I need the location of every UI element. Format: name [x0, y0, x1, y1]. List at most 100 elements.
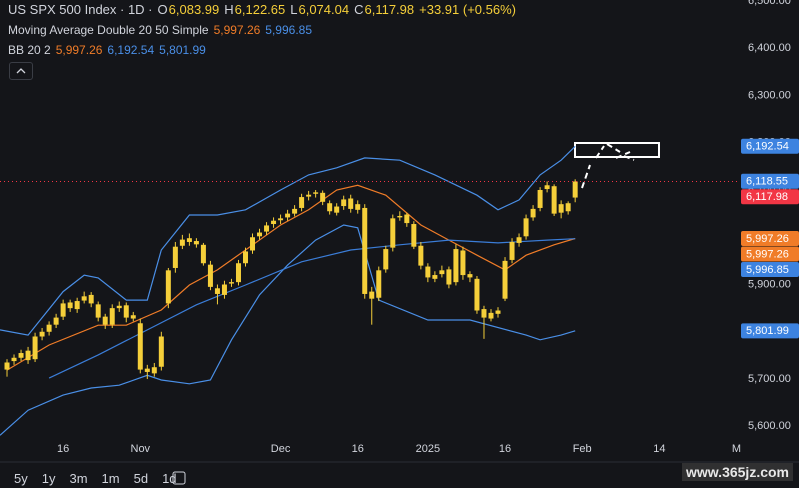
indicator-value: 5,996.85 — [265, 23, 313, 37]
ma-row: Moving Average Double 20 50 Simple 5,997.… — [8, 23, 312, 37]
ohlc-key: L — [290, 2, 298, 17]
price-label-box — [741, 323, 799, 339]
price-label: 6,117.98 — [746, 191, 788, 203]
calendar-icon[interactable] — [172, 471, 186, 485]
candle-body — [327, 203, 333, 212]
candle-body — [411, 224, 417, 247]
change: +33.91 (+0.56%) — [419, 2, 516, 17]
candle-body — [523, 218, 529, 237]
price-label: 6,118.55 — [746, 176, 788, 188]
range-button[interactable]: 5d — [133, 471, 149, 486]
candle-body — [165, 270, 171, 304]
candle-body — [334, 206, 340, 213]
candle-body — [537, 189, 543, 208]
candle-body — [530, 208, 536, 218]
candle-body — [116, 305, 122, 309]
candle-body — [221, 284, 227, 295]
candle-body — [60, 303, 66, 317]
range-button[interactable]: 1d — [162, 471, 177, 486]
ohlc-value: 6,074.04 — [298, 2, 350, 17]
candle-body — [320, 192, 326, 202]
bb-row: BB 20 2 5,997.26 6,192.54 5,801.99 — [8, 43, 206, 57]
candle-body — [474, 278, 480, 311]
candle-body — [376, 270, 382, 298]
symbol-row: US SPX 500 Index · 1D · O 6,083.99 H 6,122.6… — [8, 2, 516, 17]
candle-body — [109, 308, 115, 325]
collapse-button[interactable] — [9, 62, 33, 80]
candle-body — [207, 264, 213, 287]
candle-body — [200, 244, 206, 264]
y-tick-label: 6,300.00 — [748, 89, 791, 101]
candle-body — [432, 275, 438, 279]
candle-body — [313, 192, 319, 194]
candle-body — [32, 336, 38, 360]
candle-body — [11, 357, 17, 362]
candle-body — [516, 237, 522, 243]
candle-body — [355, 204, 361, 210]
ohlc-value: 6,083.99 — [168, 2, 220, 17]
candle-body — [397, 215, 403, 218]
candle-body — [95, 304, 101, 318]
candle-body — [453, 249, 459, 283]
candle-body — [488, 312, 494, 319]
candle-body — [193, 241, 199, 245]
chevron — [16, 68, 26, 74]
candle-body — [572, 181, 578, 198]
range-button[interactable]: 1m — [101, 471, 120, 486]
candle-body — [250, 237, 256, 251]
price-label: 5,996.85 — [746, 264, 789, 276]
candle-body — [348, 198, 354, 209]
candle-body — [446, 269, 452, 285]
ohlc-key: O — [157, 2, 168, 17]
x-tick-label: Dec — [271, 443, 291, 455]
x-tick-label: 14 — [653, 443, 665, 455]
candle-body — [292, 208, 298, 214]
range-bar: 5y 1y 3m 1m 5d 1d — [14, 471, 177, 486]
candle-body — [81, 296, 87, 301]
ohlc-value: 6,122.65 — [234, 2, 286, 17]
candle-body — [383, 249, 389, 270]
candle-body — [439, 270, 445, 275]
candle-body — [306, 194, 312, 197]
range-button[interactable]: 5y — [14, 471, 28, 486]
range-button[interactable]: 3m — [69, 471, 88, 486]
candle-body — [102, 316, 108, 325]
x-tick-label: 16 — [352, 443, 364, 455]
x-tick-label: M — [732, 443, 741, 455]
indicator-value: 5,997.26 — [213, 23, 261, 37]
price-label: 5,801.99 — [746, 325, 789, 337]
indicator-line — [6, 184, 576, 371]
range-button[interactable]: 1y — [41, 471, 56, 486]
candle-body — [467, 274, 473, 278]
indicator-value: 6,192.54 — [107, 43, 155, 57]
candle-body — [228, 282, 234, 284]
candle-body — [18, 353, 24, 358]
ohlc-key: H — [224, 2, 234, 17]
candle-body — [390, 218, 396, 248]
x-tick-label: Nov — [131, 443, 151, 455]
price-label-box — [741, 246, 799, 262]
y-tick-label: 5,900.00 — [748, 278, 791, 290]
x-tick-label: 16 — [499, 443, 511, 455]
price-label: 5,997.26 — [746, 233, 789, 245]
candle-body — [558, 204, 564, 213]
watermark: www.365jz.com — [682, 463, 793, 481]
candle-body — [74, 301, 80, 310]
candle-body — [271, 220, 277, 225]
symbol: US SPX 500 Index · 1D · — [8, 2, 153, 17]
candle-body — [123, 305, 129, 318]
y-tick-label: 6,500.00 — [748, 0, 791, 7]
candle-body — [460, 250, 466, 276]
indicator-line — [0, 145, 576, 336]
indicator-value: 5,997.26 — [55, 43, 103, 57]
x-tick-label: 16 — [57, 443, 69, 455]
price-label-box — [741, 173, 799, 189]
candle-body — [4, 362, 10, 370]
x-tick-label: 2025 — [416, 443, 440, 455]
candle-body — [418, 245, 424, 266]
candle-body — [299, 197, 305, 208]
price-label-box — [741, 138, 799, 154]
candle-body — [46, 324, 52, 332]
ohlc-value: 6,117.98 — [364, 2, 415, 17]
